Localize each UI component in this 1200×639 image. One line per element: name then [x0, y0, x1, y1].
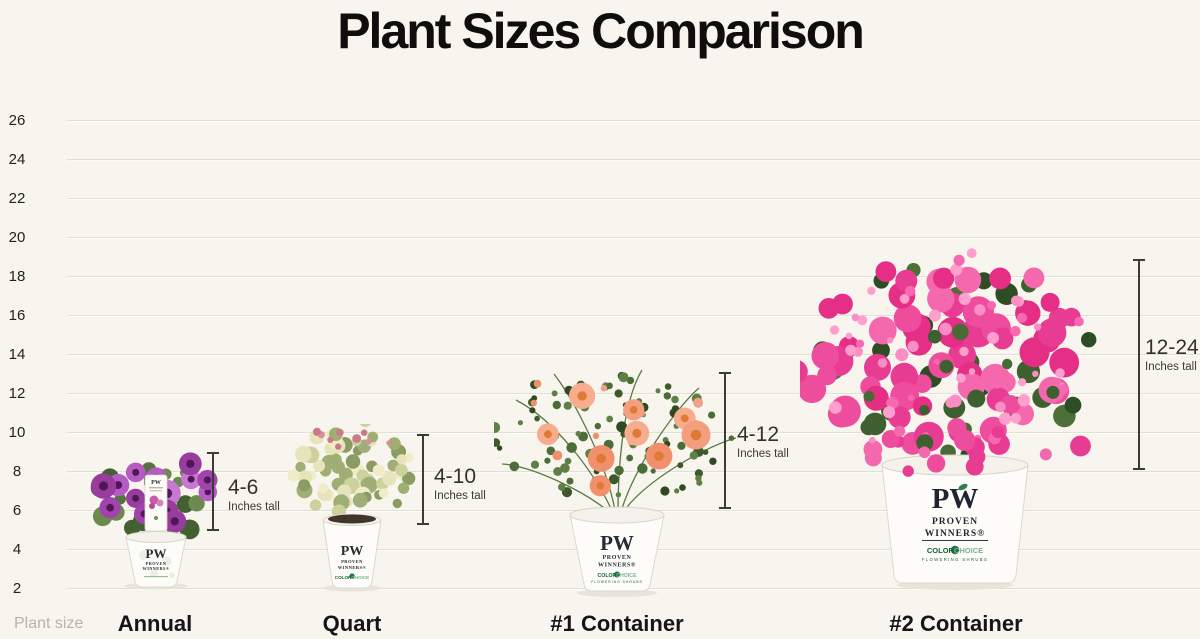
quart-pot [322, 519, 382, 589]
y-tick-label-18: 18 [8, 268, 26, 285]
y-tick-label-4: 4 [12, 541, 22, 558]
pot-winners-text: WINNERS® [143, 566, 170, 571]
y-tick-label-26: 26 [8, 112, 26, 129]
color-choice-leaf-icon [950, 545, 960, 555]
measure-bracket-2-container [1133, 259, 1145, 470]
y-tick-label-2: 2 [12, 580, 22, 597]
y-tick-label-16: 16 [8, 307, 26, 324]
soil [328, 514, 376, 524]
y-tick-label-12: 12 [8, 385, 26, 402]
pot-leaf-print [139, 550, 175, 578]
y-tick-label-20: 20 [8, 229, 26, 246]
gridline-26 [67, 120, 1200, 121]
pot-pw-logo: PW [341, 544, 364, 559]
pot-proven-text: PROVEN [146, 561, 167, 566]
category-label-2-container: #2 Container [889, 611, 1023, 636]
tag-pw-logo: PW [151, 480, 161, 486]
range-unit: Inches tall [737, 448, 789, 460]
flowering-shrubs-text: FLOWERING SHRUBS [591, 580, 643, 584]
plant-tag: PW [144, 474, 168, 532]
category-label-quart: Quart [322, 611, 382, 636]
gridline-12 [67, 393, 1200, 394]
pot-pw-logo: PW [932, 483, 979, 515]
range-value: 4-10 [434, 465, 477, 488]
container2-pot-rim [881, 454, 1029, 476]
chart-title: Plant Sizes Comparison [337, 3, 865, 59]
category-label-1-container: #1 Container [550, 611, 684, 636]
gridline-16 [67, 315, 1200, 316]
range-value: 4-12 [737, 423, 780, 446]
height-range-1-container: 4-12 Inches tall [737, 424, 789, 461]
y-tick-label-10: 10 [8, 424, 26, 441]
pw-leaf-icon [958, 483, 968, 491]
y-tick-label-14: 14 [8, 346, 26, 363]
pot-pw-logo: PW [146, 546, 167, 561]
rose-foliage-and-blooms [489, 371, 735, 498]
gridline-14 [67, 354, 1200, 355]
plant-annual: PW PW PROVEN WINNERS® [84, 442, 226, 590]
y-tick-label-22: 22 [8, 190, 26, 207]
gridline-20 [67, 237, 1200, 238]
flowering-shrubs-text: FLOWERING SHRUBS [922, 557, 988, 562]
height-range-annual: 4-6 Inches tall [228, 477, 280, 514]
gridline-24 [67, 159, 1200, 160]
pot-divider-line [922, 540, 988, 541]
gridline-18 [67, 276, 1200, 277]
container1-plant-illustration: PW PROVEN WINNERS® COLORCHOICE FLOWERING… [489, 369, 737, 597]
range-value: 12-24 [1145, 336, 1199, 359]
measure-bracket-quart [417, 434, 429, 525]
range-value: 4-6 [228, 476, 259, 499]
color-choice-logo: COLORCHOICE [927, 546, 983, 555]
pot-winners-text: WINNERS® [925, 528, 986, 539]
y-tick-label-6: 6 [12, 502, 22, 519]
annual-plant-illustration: PW PW PROVEN WINNERS® [90, 452, 218, 590]
color-choice-logo: COLORCHOICE [335, 575, 369, 580]
container1-pot [569, 514, 665, 592]
pot-proven-text: PROVEN [603, 555, 632, 561]
category-label-annual: Annual [117, 611, 193, 636]
variegated-foliage [287, 414, 416, 519]
plant-1-container: PW PROVEN WINNERS® COLORCHOICE FLOWERING… [489, 360, 746, 598]
range-unit: Inches tall [228, 501, 280, 513]
measure-bracket-1-container [719, 372, 731, 509]
height-range-2-container: 12-24 Inches tall [1145, 337, 1199, 374]
color-choice-logo: COLORCHOICE [598, 573, 637, 579]
pot-winners-text: WINNERS® [598, 562, 636, 569]
range-unit: Inches tall [434, 490, 486, 502]
container2-plant-illustration: PW PROVEN WINNERS® COLORCHOICE FLOWERING… [783, 248, 1097, 590]
pot-proven-text: PROVEN [932, 517, 978, 527]
annual-pot-rim [125, 531, 187, 543]
height-range-quart: 4-10 Inches tall [434, 466, 486, 503]
gridline-8 [67, 471, 1200, 472]
pot-proven-text: PROVEN [341, 559, 363, 564]
color-choice-leaf-icon [349, 573, 355, 579]
range-unit: Inches tall [1145, 361, 1197, 373]
y-tick-label-8: 8 [12, 463, 22, 480]
bloom-fringe [864, 418, 1091, 477]
plant-quart: PW PROVEN WINNERS® COLORCHOICE [287, 414, 420, 592]
pot-pw-logo: PW [600, 531, 634, 555]
container2-pot [881, 464, 1029, 584]
pot-winners-text: WINNERS® [338, 565, 367, 570]
gridline-22 [67, 198, 1200, 199]
plant-2-container: PW PROVEN WINNERS® COLORCHOICE FLOWERING… [783, 246, 1100, 590]
quart-plant-illustration: PW PROVEN WINNERS® COLORCHOICE [287, 414, 416, 592]
y-tick-label-24: 24 [8, 151, 26, 168]
x-axis-label: Plant size [14, 615, 84, 632]
color-choice-leaf-icon [614, 571, 620, 578]
container1-pot-rim [569, 506, 665, 524]
measure-bracket-annual [207, 452, 219, 531]
weigela-blooms [783, 248, 1097, 486]
